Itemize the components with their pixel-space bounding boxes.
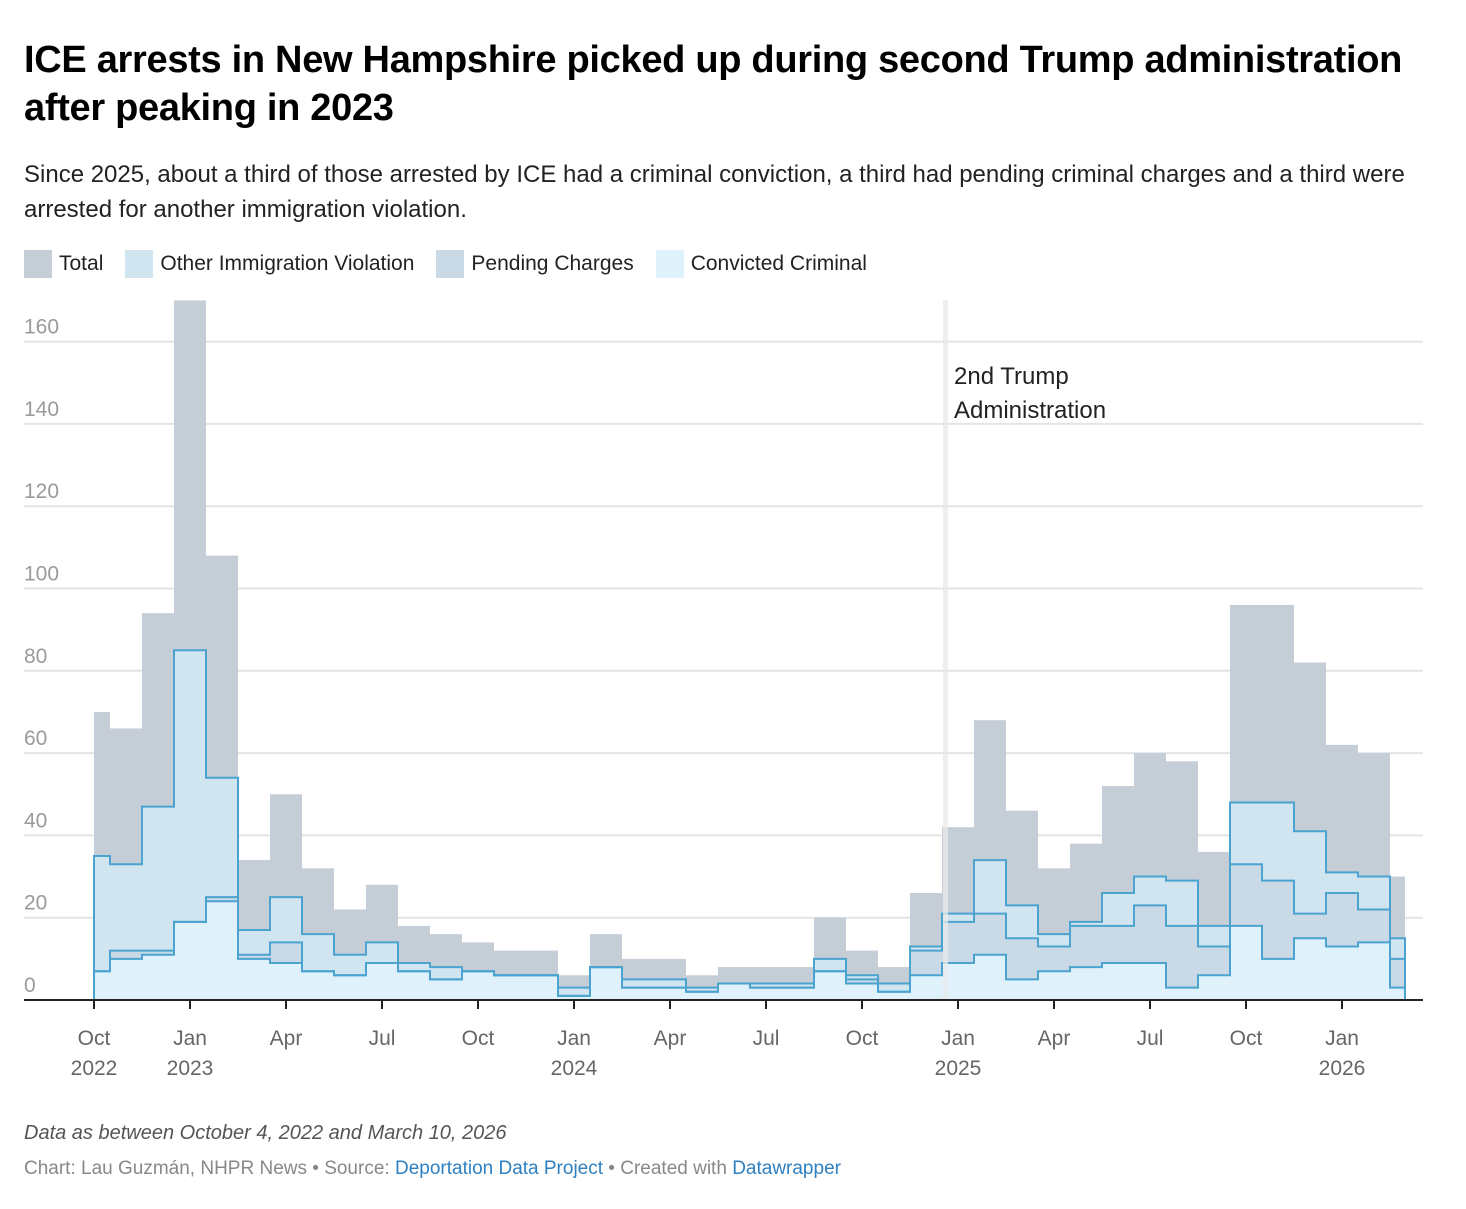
convicted-criminal-line (93, 900, 1406, 1000)
legend-item-convicted: Convicted Criminal (655, 250, 867, 278)
y-tick-label: 0 (24, 974, 36, 997)
x-tick-label: Jan (557, 1027, 591, 1050)
credits-chart-source-prefix: Chart: Lau Guzmán, NHPR News • Source: (24, 1158, 395, 1179)
chart-title: ICE arrests in New Hampshire picked up d… (24, 39, 1403, 129)
y-tick-label: 40 (24, 809, 47, 832)
legend-item-other: Other Immigration Violation (125, 250, 414, 278)
x-tick-year-label: 2025 (935, 1057, 982, 1080)
legend-label-pending: Pending Charges (471, 252, 634, 275)
series-areas (94, 300, 1405, 1000)
credits: Chart: Lau Guzmán, NHPR News • Source: D… (24, 1158, 841, 1180)
x-tick-label: Apr (1038, 1027, 1071, 1050)
chart-plot: 0 20 40 60 80 100 120 140 160 2nd Trump Administr… (24, 300, 1423, 1080)
datawrapper-link[interactable]: Datawrapper (732, 1158, 841, 1179)
x-tick-label: Oct (78, 1027, 111, 1050)
x-tick-label: Apr (270, 1027, 303, 1050)
legend-swatch-convicted (655, 250, 684, 278)
y-tick-label: 20 (24, 892, 47, 915)
legend-item-pending: Pending Charges (436, 250, 634, 278)
pending-charges-area (94, 864, 1405, 1000)
legend-item-total: Total (24, 250, 103, 278)
chart-subtitle: Since 2025, about a third of those arres… (24, 161, 1405, 223)
legend-label-other: Other Immigration Violation (160, 252, 415, 275)
x-tick-label: Jul (1137, 1027, 1164, 1050)
y-tick-label: 100 (24, 563, 59, 586)
x-axis: Oct 2022 Jan 2023 Apr Jul Oct Jan 2024 Apr Jul Oct J… (24, 999, 1423, 1080)
y-tick-label: 140 (24, 398, 59, 421)
y-tick-label: 80 (24, 645, 47, 668)
x-tick-year-label: 2026 (1319, 1057, 1366, 1080)
x-tick-label: Oct (462, 1027, 495, 1050)
annotation-label-line1: 2nd Trump (954, 363, 1069, 390)
x-tick-label: Jan (1325, 1027, 1359, 1050)
legend: Total Other Immigration Violation Pendin… (24, 250, 889, 278)
annotation-label-line2: Administration (954, 397, 1106, 424)
source-link[interactable]: Deportation Data Project (394, 1158, 604, 1179)
x-tick-year-label: 2022 (71, 1057, 118, 1080)
x-tick-label: Jan (941, 1027, 975, 1050)
y-tick-label: 160 (24, 316, 59, 339)
x-tick-label: Oct (1230, 1027, 1263, 1050)
legend-label-convicted: Convicted Criminal (690, 252, 867, 275)
credits-created-prefix: • Created with (603, 1158, 733, 1179)
y-tick-label: 60 (24, 727, 47, 750)
series-lines (93, 649, 1406, 1000)
y-axis-labels: 0 20 40 60 80 100 120 140 160 (24, 316, 59, 997)
x-tick-label: Jul (369, 1027, 396, 1050)
x-tick-label: Oct (846, 1027, 879, 1050)
x-tick-label: Jan (173, 1027, 207, 1050)
legend-label-total: Total (59, 252, 104, 275)
annotation-layer: 2nd Trump Administration (943, 300, 1106, 1000)
grid-lines (24, 340, 1423, 919)
convicted-criminal-area (94, 901, 1405, 1000)
trump-admin-marker-line (943, 300, 948, 1000)
legend-swatch-pending (436, 250, 465, 278)
x-tick-year-label: 2024 (551, 1057, 598, 1080)
data-note: Data as between October 4, 2022 and Marc… (24, 1122, 507, 1144)
legend-swatch-total (24, 250, 52, 278)
x-tick-label: Jul (753, 1027, 780, 1050)
x-tick-year-label: 2023 (167, 1057, 214, 1080)
y-tick-label: 120 (24, 480, 59, 503)
x-tick-label: Apr (654, 1027, 687, 1050)
legend-swatch-other (125, 250, 154, 278)
